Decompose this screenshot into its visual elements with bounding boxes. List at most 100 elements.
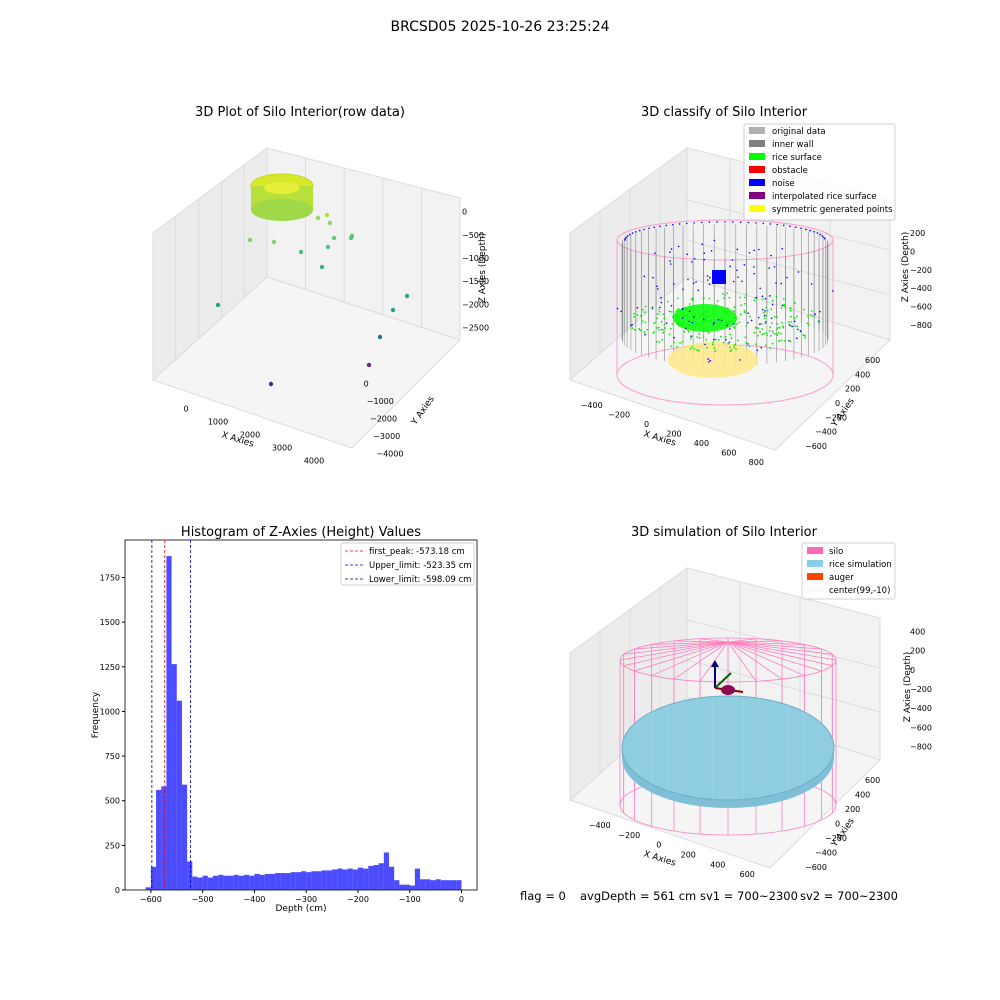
plot2-rice-point: [794, 302, 796, 304]
plot2-noise-point: [681, 317, 684, 319]
plot2-rice-point: [722, 297, 725, 299]
plot2-rice-point: [668, 333, 671, 336]
plot4-xtick: −400: [589, 821, 611, 830]
plot2-rice-point: [660, 328, 663, 331]
plot2-rice-point: [666, 300, 669, 303]
plot2-rice-point: [810, 314, 813, 317]
plot1-scatter-points: [215, 212, 410, 387]
plot2-rice-point: [662, 313, 665, 316]
plot2-ytick: 600: [865, 356, 880, 365]
plot2-rice-point: [754, 296, 757, 299]
plot2-rice-point: [776, 323, 779, 325]
plot2-xtick: −400: [581, 401, 603, 410]
plot2-rice-point: [744, 311, 746, 314]
plot2-noise-point: [736, 269, 738, 272]
plot2-rice-point: [657, 313, 659, 316]
plot2-noise-point: [673, 336, 675, 339]
plot2-noise-point: [762, 222, 765, 225]
plot2-rice-point: [658, 310, 661, 313]
plot1-ytick: −1000: [367, 397, 394, 406]
histogram-bar: [150, 866, 157, 890]
plot4-silo-roof-line: [727, 641, 822, 650]
plot1-point: [325, 244, 331, 250]
plot2-rice-point: [676, 345, 678, 348]
plot2-noise-point: [697, 289, 700, 291]
plot2-rice-point: [692, 297, 694, 300]
plot2-rice-point: [633, 315, 636, 318]
plot2-noise-point: [712, 323, 715, 325]
plot2-legend-label: symmetric generated points: [772, 205, 893, 215]
plot1-cylinder-inner: [264, 182, 300, 194]
plot2-rice-point: [656, 317, 658, 320]
plot2-noise-point: [788, 339, 790, 342]
plot4-silo-roof-line: [727, 641, 833, 655]
plot4-ztick: −600: [910, 723, 932, 732]
footer-flag: flag = 0: [520, 889, 566, 903]
plot2-rice-point: [765, 332, 768, 335]
plot4-legend-label: rice simulation: [829, 560, 892, 570]
plot2-rice-point: [651, 308, 654, 310]
plot1-ztick: 0: [462, 208, 467, 217]
plot2-rice-point: [770, 308, 773, 311]
plot2-xtick: 400: [694, 439, 709, 448]
plot1-ticks: 0 1000 2000 3000 4000 0 −1000 −2000 −3000 −4000 0 −…: [183, 208, 489, 466]
figure-suptitle: BRCSD05 2025-10-26 23:25:24: [390, 19, 609, 35]
plot2-rice-point: [732, 346, 735, 349]
histogram-bar: [373, 865, 379, 890]
plot2-ztick: −200: [910, 266, 932, 275]
plot2-rice-point: [714, 350, 717, 353]
plot2-noise-point: [823, 237, 826, 240]
plot2-rice-point: [713, 347, 716, 349]
plot4-ytick: −200: [825, 834, 847, 843]
plot4-ytick: 200: [845, 805, 860, 814]
plot2-rice-point: [673, 341, 675, 344]
plot2-rice-point: [733, 306, 736, 309]
plot2-rice-point: [796, 325, 799, 328]
plot2-rice-point: [696, 336, 699, 338]
plot4-zlabel: Z Axies (Depth): [903, 652, 913, 723]
plot2-rice-point: [761, 328, 764, 330]
plot1-zlabel: Z Axies (Depth): [478, 233, 488, 304]
plot2-rice-point: [722, 341, 725, 344]
plot2-rice-point: [730, 337, 733, 340]
plot2-rice-point: [787, 321, 790, 323]
plot2-rice-point: [763, 332, 765, 335]
histogram-title: Histogram of Z-Axies (Height) Values: [181, 525, 421, 540]
plot2-noise-point: [660, 296, 662, 299]
plot2-rice-point: [722, 293, 724, 295]
plot2-legend-swatch: [749, 153, 765, 160]
plot1-point: [298, 249, 304, 255]
plot2-noise-point: [818, 320, 820, 323]
plot1-cylinder-bottom: [251, 199, 313, 221]
plot4-ztick: −400: [910, 704, 932, 713]
plot2-rice-point: [707, 331, 710, 334]
plot2-rice-point: [768, 329, 771, 332]
plot2-noise-point: [653, 226, 656, 229]
plot2-rice-point: [807, 323, 810, 326]
plot2-rice-point: [712, 343, 714, 346]
plot1-point: [349, 233, 355, 239]
plot2-noise-point: [671, 223, 674, 226]
plot2-noise-point: [670, 305, 673, 307]
plot-classify-3d: 3D classify of Silo Interior −400 −200 0 20…: [569, 105, 932, 467]
histogram-bar: [202, 875, 208, 890]
plot2-noise-point: [669, 251, 671, 253]
plot2-rice-point: [771, 299, 774, 302]
plot2-rice-point: [693, 347, 696, 350]
plot2-rice-point: [654, 321, 657, 324]
plot2-rice-point: [803, 308, 805, 311]
plot1-xtick: 1000: [208, 418, 228, 427]
plot2-noise-point: [713, 239, 716, 242]
plot4-legend: silo rice simulation auger center(99,-10): [807, 547, 892, 596]
histogram-bar: [378, 863, 384, 890]
plot2-noise-point: [733, 323, 735, 325]
plot2-ytick: −400: [815, 428, 837, 437]
histogram-xtick: −600: [140, 895, 162, 904]
plot2-noise-point: [795, 337, 798, 340]
plot1-point: [215, 302, 221, 308]
plot2-noise-point: [728, 341, 731, 344]
plot2-legend-swatch: [749, 179, 765, 186]
plot2-rice-point: [689, 337, 692, 339]
plot2-rice-point: [714, 338, 717, 341]
histogram-bar: [176, 700, 182, 890]
